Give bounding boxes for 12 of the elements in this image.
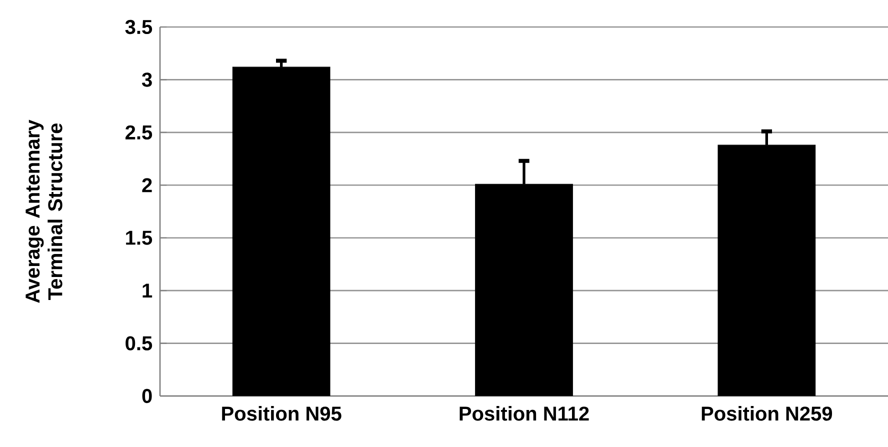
y-tick-label: 1 xyxy=(142,284,152,298)
y-tick-label: 0.5 xyxy=(126,336,152,350)
y-tick-label: 3.5 xyxy=(125,20,152,34)
y-tick-label: 0 xyxy=(142,388,152,404)
y-tick-label: 3 xyxy=(142,72,152,87)
x-tick-label: Position N95 xyxy=(222,406,342,421)
x-tick-label: Position N259 xyxy=(702,406,832,421)
y-axis-title: Average Antennary Terminal Structure xyxy=(26,120,62,303)
x-tick-label: Position N112 xyxy=(460,406,589,421)
y-tick-label: 2 xyxy=(142,178,152,192)
y-tick-label: 1.5 xyxy=(126,230,152,245)
y-tick-label: 2.5 xyxy=(126,125,152,140)
